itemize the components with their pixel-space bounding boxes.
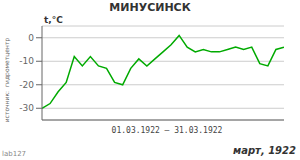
html-text:март, 1922: март, 1922: [233, 145, 296, 156]
html-text:01.03.1922 – 31.03.1922: 01.03.1922 – 31.03.1922: [111, 126, 223, 135]
html-text:lab127: lab127: [2, 150, 26, 158]
html-text:t,°C: t,°C: [44, 15, 63, 25]
html-text:источник: гидрометцентр: источник: гидрометцентр: [2, 37, 10, 123]
svg-text:-10: -10: [19, 56, 34, 66]
html-text:МИНУСИНСК: МИНУСИНСК: [109, 1, 191, 14]
svg-text:-20: -20: [19, 80, 34, 90]
svg-text:0: 0: [28, 33, 34, 43]
svg-text:-30: -30: [19, 103, 34, 113]
